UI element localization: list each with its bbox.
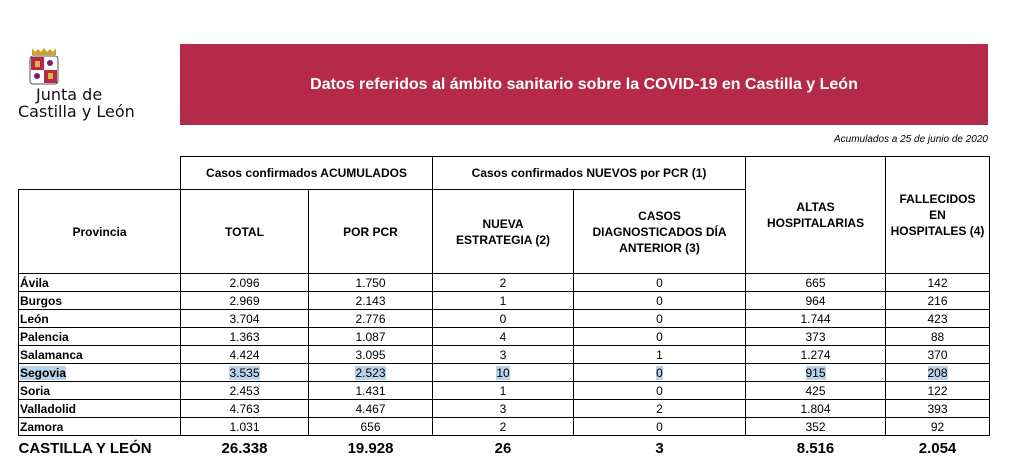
value-cell: 122	[885, 381, 991, 400]
value-cell: 1.804	[745, 399, 887, 418]
total-label: CASTILLA Y LEÓN	[18, 440, 152, 457]
province-cell: Zamora	[18, 417, 181, 436]
value-cell: 1	[432, 291, 575, 310]
logo-line-1: Junta de	[36, 85, 103, 104]
value-cell: 2.096	[180, 273, 309, 292]
value-cell: 4.467	[307, 399, 434, 418]
table-row: Ávila 2.096 1.750 2 0 665 142	[18, 273, 991, 292]
table-row: Zamora 1.031 656 2 0 352 92	[18, 417, 991, 436]
value-cell: 2	[432, 417, 575, 436]
value-cell: 88	[885, 327, 991, 346]
total-value: 2.054	[918, 440, 957, 457]
value-cell: 0	[573, 327, 747, 346]
value-cell: 216	[885, 291, 991, 310]
value-cell: 1.031	[180, 417, 309, 436]
value-cell: 4.763	[180, 399, 309, 418]
province-cell: Segovia	[18, 363, 181, 382]
header-por-pcr: POR PCR	[307, 189, 434, 274]
value-cell: 2.969	[180, 291, 309, 310]
table-row: Burgos 2.969 2.143 1 0 964 216	[18, 291, 991, 310]
province-cell: Salamanca	[18, 345, 181, 364]
value-cell: 665	[745, 273, 887, 292]
value-cell: 656	[307, 417, 434, 436]
header-casos-diagnosticados: CASOS DIAGNOSTICADOS DÍA ANTERIOR (3)	[573, 189, 747, 274]
value-cell: 373	[745, 327, 887, 346]
value-cell: 2.143	[307, 291, 434, 310]
logo-text: Junta de Castilla y León	[18, 86, 135, 120]
header-group-nuevos: Casos confirmados NUEVOS por PCR (1)	[432, 156, 747, 190]
total-row: CASTILLA Y LEÓN 26.338 19.928 26 3 8.516 2.054	[19, 436, 990, 463]
value-cell: 1.744	[745, 309, 887, 328]
province-cell: Soria	[18, 381, 181, 400]
value-cell: 1	[573, 345, 747, 364]
value-cell: 0	[573, 381, 747, 400]
header-altas: ALTAS HOSPITALARIAS	[745, 156, 887, 274]
value-cell: 3.704	[180, 309, 309, 328]
header-total: TOTAL	[180, 189, 309, 274]
value-cell: 2	[432, 273, 575, 292]
junta-logo: Junta de Castilla y León	[18, 48, 168, 125]
logo-line-2: Castilla y León	[18, 102, 135, 121]
header-group-acumulados: Casos confirmados ACUMULADOS	[179, 156, 434, 190]
banner-title: Datos referidos al ámbito sanitario sobr…	[310, 75, 858, 93]
value-cell: 0	[432, 309, 575, 328]
total-value: 19.928	[347, 440, 394, 457]
value-cell: 0	[573, 417, 747, 436]
value-cell: 3	[432, 345, 575, 364]
province-cell: León	[18, 309, 181, 328]
value-cell: 1.431	[307, 381, 434, 400]
province-cell: Palencia	[18, 327, 181, 346]
province-cell: Burgos	[18, 291, 181, 310]
value-cell: 0	[573, 363, 747, 382]
value-cell: 423	[885, 309, 991, 328]
coat-of-arms-icon	[29, 48, 59, 85]
value-cell: 1.087	[307, 327, 434, 346]
value-cell: 1.274	[745, 345, 887, 364]
value-cell: 425	[745, 381, 887, 400]
covid-data-table: Casos confirmados ACUMULADOS Casos confi…	[18, 156, 991, 463]
value-cell: 915	[745, 363, 887, 382]
table-row: León 3.704 2.776 0 0 1.744 423	[18, 309, 991, 328]
value-cell: 370	[885, 345, 991, 364]
value-cell: 92	[885, 417, 991, 436]
value-cell: 208	[885, 363, 991, 382]
total-value: 26	[494, 440, 512, 457]
total-value: 26.338	[221, 440, 268, 457]
total-value: 8.516	[796, 440, 835, 457]
value-cell: 3	[432, 399, 575, 418]
value-cell: 2.523	[307, 363, 434, 382]
value-cell: 4.424	[180, 345, 309, 364]
value-cell: 4	[432, 327, 575, 346]
value-cell: 1.363	[180, 327, 309, 346]
table-row: Palencia 1.363 1.087 4 0 373 88	[18, 327, 991, 346]
province-cell: Valladolid	[18, 399, 181, 418]
value-cell: 2.776	[307, 309, 434, 328]
value-cell: 0	[573, 309, 747, 328]
value-cell: 352	[745, 417, 887, 436]
value-cell: 2	[573, 399, 747, 418]
table-row: Segovia 3.535 2.523 10 0 915 208	[18, 363, 991, 382]
cumulative-date-note: Acumulados a 25 de junio de 2020	[833, 134, 988, 145]
province-cell: Ávila	[18, 273, 181, 292]
title-banner: Datos referidos al ámbito sanitario sobr…	[180, 44, 988, 125]
value-cell: 2.453	[180, 381, 309, 400]
header-corner	[18, 156, 181, 190]
value-cell: 0	[573, 291, 747, 310]
value-cell: 1.750	[307, 273, 434, 292]
value-cell: 3.535	[180, 363, 309, 382]
value-cell: 142	[885, 273, 991, 292]
table-row: Salamanca 4.424 3.095 3 1 1.274 370	[18, 345, 991, 364]
header-nueva-estrategia: NUEVA ESTRATEGIA (2)	[432, 189, 575, 274]
value-cell: 1	[432, 381, 575, 400]
table-row: Valladolid 4.763 4.467 3 2 1.804 393	[18, 399, 991, 418]
table-row: Soria 2.453 1.431 1 0 425 122	[18, 381, 991, 400]
value-cell: 964	[745, 291, 887, 310]
header-provincia: Provincia	[18, 189, 181, 274]
value-cell: 393	[885, 399, 991, 418]
total-value: 3	[655, 440, 664, 457]
header-fallecidos: FALLECIDOS EN HOSPITALES (4)	[885, 156, 991, 274]
value-cell: 0	[573, 273, 747, 292]
value-cell: 10	[432, 363, 575, 382]
value-cell: 3.095	[307, 345, 434, 364]
